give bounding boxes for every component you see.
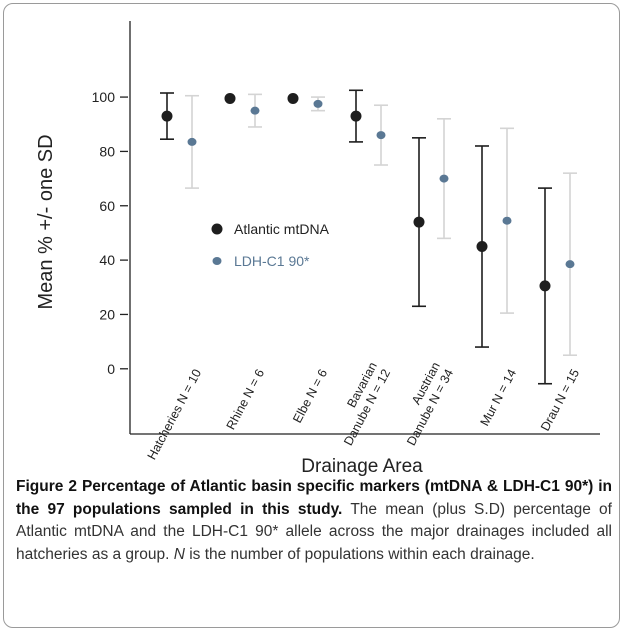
x-tick-label: AustrianDanube N = 34 <box>391 360 456 448</box>
x-axis-label: Drainage Area <box>301 456 423 477</box>
caption: Figure 2 Percentage of Atlantic basin sp… <box>16 476 612 566</box>
figure-frame <box>3 3 620 628</box>
x-tick-label: Rhine N = 6 <box>224 367 268 432</box>
point <box>439 174 449 183</box>
legend-label: LDH-C1 90* <box>234 253 310 269</box>
point <box>250 106 260 115</box>
point <box>161 110 173 122</box>
point <box>413 216 425 228</box>
point <box>287 92 299 104</box>
y-tick-label: 60 <box>99 198 115 214</box>
point <box>350 110 362 122</box>
x-tick-label: BavarianDanube N = 12 <box>328 360 393 448</box>
caption-label: Figure 2 <box>16 478 77 495</box>
y-tick-label: 0 <box>107 361 115 377</box>
point <box>224 92 236 104</box>
y-tick-label: 20 <box>99 306 115 322</box>
y-tick-label: 40 <box>99 252 115 268</box>
caption-title: Percentage of Atlantic basin specific ma… <box>16 478 613 518</box>
legend-label: Atlantic mtDNA <box>234 221 330 237</box>
legend-marker <box>211 223 223 235</box>
caption-body: The mean (plus S.D) percentage of Atlant… <box>16 500 612 563</box>
point <box>539 280 551 292</box>
x-tick-label: Elbe N = 6 <box>290 367 330 425</box>
y-tick-label: 80 <box>99 143 115 159</box>
point <box>376 131 386 140</box>
point <box>565 260 575 269</box>
x-tick-label: Mur N = 14 <box>478 367 520 429</box>
legend-marker <box>212 257 222 265</box>
caption-symbol: N <box>173 545 185 563</box>
y-axis-label: Mean % +/- one SD <box>35 134 57 309</box>
point <box>187 137 197 146</box>
point <box>502 216 512 225</box>
caption-note: is the number of populations within each… <box>189 545 535 563</box>
point <box>313 99 323 108</box>
y-tick-label: 100 <box>92 89 116 105</box>
point <box>476 241 488 253</box>
x-tick-label: Hatcheries N = 10 <box>145 367 205 462</box>
